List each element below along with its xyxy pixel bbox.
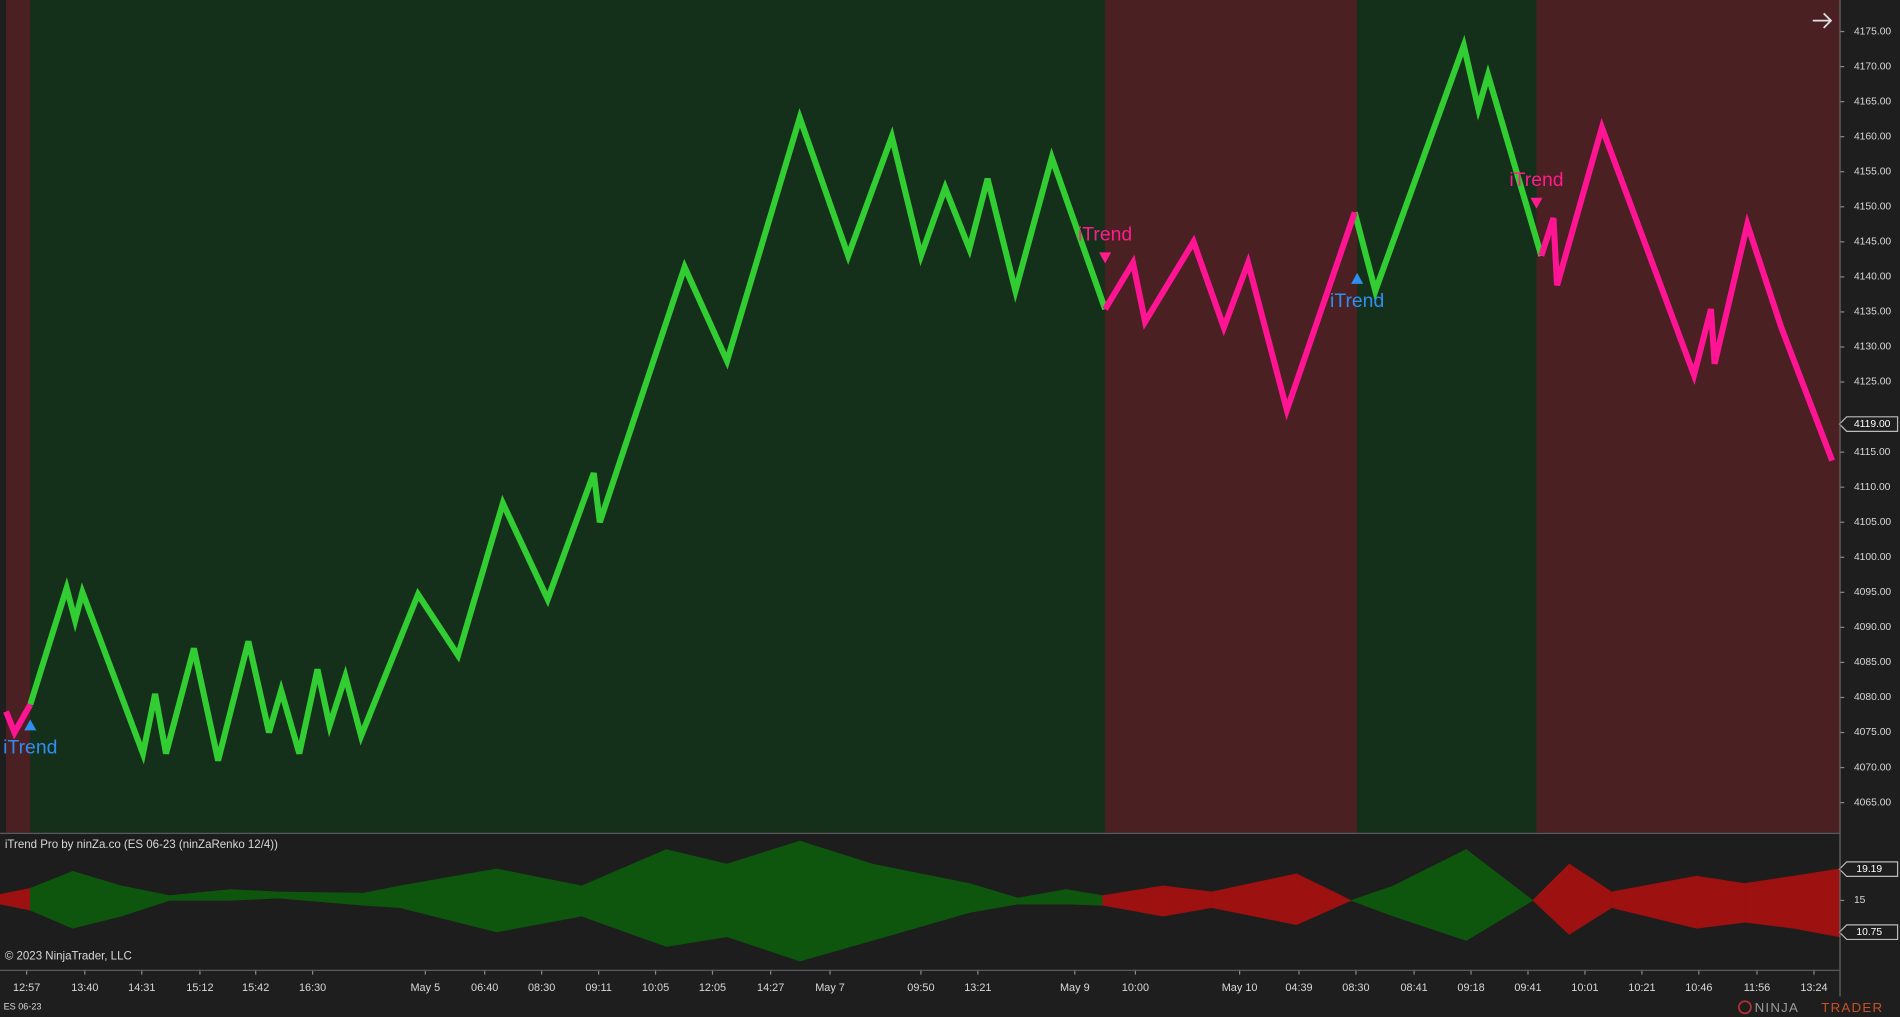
- y-tick-label: 4155.00: [1854, 166, 1891, 177]
- y-tick-label: 4165.00: [1854, 96, 1891, 107]
- signal-label: iTrend: [1330, 290, 1384, 312]
- y-tick-label: 4090.00: [1854, 622, 1891, 633]
- y-tick-label: 4145.00: [1854, 237, 1891, 248]
- price-line: [1102, 211, 1358, 421]
- osc-value-box: [1838, 924, 1899, 941]
- x-tick-label: 04:39: [1285, 982, 1312, 994]
- x-tick-label: 15:42: [242, 982, 269, 994]
- brand-logo: NINJA TRADER: [1737, 1000, 1883, 1015]
- y-tick-label: 4125.00: [1854, 377, 1891, 388]
- signal-marker: [24, 719, 37, 731]
- x-tick-label: 13:21: [964, 982, 991, 994]
- zones: [6, 0, 1840, 833]
- indicator-label: iTrend Pro by ninZa.co (ES 06-23 (ninZaR…: [5, 839, 278, 851]
- signal-marker: [1099, 252, 1112, 264]
- x-tick-label: May 5: [410, 982, 440, 994]
- x-tick-label: 10:01: [1571, 982, 1598, 994]
- x-tick-label: 08:41: [1400, 982, 1427, 994]
- x-tick-label: 08:30: [528, 982, 555, 994]
- x-tick-label: 09:41: [1514, 982, 1541, 994]
- x-tick-label: 12:05: [699, 982, 726, 994]
- x-tick-label: 08:30: [1342, 982, 1369, 994]
- price-line: [27, 107, 1108, 765]
- last-price-label: 4119.00: [1854, 419, 1891, 430]
- x-tick-label: 13:24: [1800, 982, 1827, 994]
- x-tick-label: 16:30: [299, 982, 326, 994]
- x-tick-label: 10:05: [642, 982, 669, 994]
- copyright: © 2023 NinjaTrader, LLC: [5, 950, 132, 962]
- y-tick-label: 4075.00: [1854, 727, 1891, 738]
- x-tick-label: 09:18: [1457, 982, 1484, 994]
- y-tick-label: 4175.00: [1854, 26, 1891, 37]
- x-tick-label: 15:12: [186, 982, 213, 994]
- signal-label: iTrend: [1509, 169, 1563, 191]
- oscillator-band: [1296, 873, 1352, 926]
- y-tick-label: 4065.00: [1854, 797, 1891, 808]
- oscillator-band: [1793, 868, 1840, 938]
- signal-label: iTrend: [1078, 224, 1132, 246]
- y-tick-label: 4105.00: [1854, 517, 1891, 528]
- y-tick-label: 4110.00: [1854, 482, 1891, 493]
- y-tick-label: 4135.00: [1854, 307, 1891, 318]
- osc-value-box: [1838, 861, 1899, 878]
- x-tick-label: 14:27: [757, 982, 784, 994]
- trend-zone: [6, 0, 31, 833]
- x-tick-label: 10:46: [1685, 982, 1712, 994]
- signal-label: iTrend: [3, 737, 57, 759]
- osc-y-tick-label: 15: [1854, 895, 1866, 906]
- y-tick-label: 4160.00: [1854, 131, 1891, 142]
- trend-zone: [30, 0, 1106, 833]
- y-tick-label: 4140.00: [1854, 272, 1891, 283]
- oscillator-band: [1744, 875, 1794, 929]
- y-tick-label: 4085.00: [1854, 657, 1891, 668]
- x-tick-label: 11:56: [1744, 982, 1770, 994]
- y-tick-label: 4080.00: [1854, 692, 1891, 703]
- oscillator-band: [666, 849, 728, 947]
- plot: 4065.00 4070.00 4075.00 4080.00 4085.00 4090.…: [0, 26, 1899, 994]
- price-line: [3, 702, 33, 740]
- osc-value-label: 19.19: [1856, 864, 1882, 875]
- oscillator-band: [1465, 848, 1534, 941]
- x-tick-label: 09:11: [585, 982, 611, 994]
- x-tick-label: 10:00: [1122, 982, 1149, 994]
- x-tick-label: 09:50: [907, 982, 934, 994]
- x-tick-label: 14:31: [128, 982, 155, 994]
- x-tick-label: 13:40: [71, 982, 98, 994]
- logo-icon: [1737, 1000, 1752, 1015]
- brand-right: TRADER: [1821, 1000, 1883, 1015]
- last-price-box: [1838, 416, 1899, 432]
- brand-left: NINJA: [1755, 1000, 1800, 1015]
- x-tick-label: 06:40: [471, 982, 498, 994]
- y-tick-label: 4150.00: [1854, 202, 1891, 213]
- y-tick-label: 4115.00: [1854, 447, 1891, 458]
- x-tick-label: May 10: [1222, 982, 1258, 994]
- y-tick-label: 4100.00: [1854, 552, 1891, 563]
- scroll-arrow[interactable]: [1812, 12, 1833, 29]
- trend-zone: [1105, 0, 1358, 833]
- instrument-label: ES 06-23: [4, 1002, 42, 1012]
- y-tick-label: 4170.00: [1854, 61, 1891, 72]
- oscillator-band: [1696, 875, 1746, 929]
- x-tick-label: May 9: [1060, 982, 1090, 994]
- y-tick-label: 4095.00: [1854, 587, 1891, 598]
- trend-zone: [1357, 0, 1537, 833]
- y-tick-label: 4130.00: [1854, 342, 1891, 353]
- osc-value-label: 10.75: [1856, 927, 1882, 938]
- signal-marker: [1530, 197, 1543, 209]
- trend-zone: [1536, 0, 1840, 833]
- x-tick-label: May 7: [815, 982, 845, 994]
- x-tick-label: 12:57: [13, 982, 40, 994]
- y-tick-label: 4070.00: [1854, 762, 1891, 773]
- x-tick-label: 10:21: [1628, 982, 1655, 994]
- price-line: [1538, 117, 1835, 462]
- signal-marker: [1351, 272, 1364, 284]
- price-line: [1351, 34, 1545, 302]
